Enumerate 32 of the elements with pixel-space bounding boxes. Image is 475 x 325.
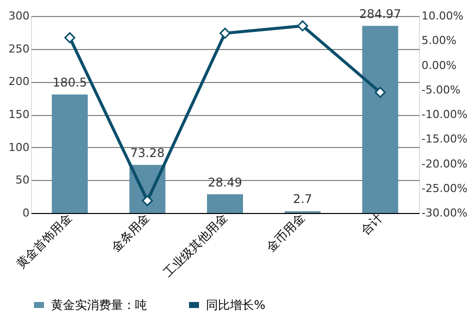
y-tick-label: 50 (16, 174, 30, 187)
legend-label: 同比增长% (206, 298, 266, 312)
y2-tick-label: -30.00% (422, 206, 468, 220)
point (142, 195, 153, 206)
data-label: 2.7 (293, 192, 312, 206)
y2-tick-label: -15.00% (422, 132, 468, 146)
y-tick-label: 250 (8, 42, 30, 56)
bar (207, 194, 243, 213)
legend-label: 黄金实消费量：吨 (51, 298, 147, 312)
point (220, 28, 230, 39)
y2-tick-label: 0.00% (422, 58, 456, 72)
y2-tick-label: -10.00% (422, 108, 468, 121)
y2-tick-label: -25.00% (422, 182, 468, 195)
y-tick-label: 0 (22, 206, 30, 220)
point (64, 32, 76, 44)
x-tick-label: 合计 (358, 210, 386, 238)
y2-tick-label: 5.00% (422, 34, 456, 48)
point (297, 20, 308, 32)
y2-tick-label: -20.00% (422, 157, 468, 170)
y-tick-label: 300 (8, 10, 30, 22)
data-label: 73.28 (130, 146, 165, 160)
point (374, 86, 386, 98)
x-tick-label: 工业级其他用金 (160, 210, 230, 280)
bar (362, 26, 398, 213)
y-tick-label: 100 (8, 140, 30, 154)
x-tick-label: 金币用金 (264, 210, 308, 254)
bar (52, 94, 88, 213)
y-tick-label: 150 (8, 108, 30, 121)
y2-tick-label: 10.00% (422, 10, 464, 22)
y2-tick-label: -5.00% (422, 83, 460, 96)
x-tick-label: 金条用金 (108, 210, 152, 254)
y-tick-label: 200 (8, 75, 30, 88)
